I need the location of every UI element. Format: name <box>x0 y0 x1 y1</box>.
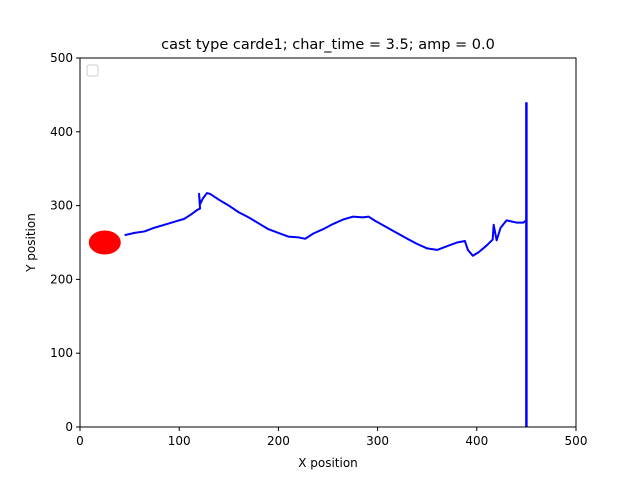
chart-title: cast type carde1; char_time = 3.5; amp =… <box>161 37 495 53</box>
axes-frame <box>79 57 577 428</box>
x-tick-label: 100 <box>168 434 191 448</box>
plot-area <box>88 102 528 427</box>
legend-box <box>86 64 99 77</box>
axis-ticks: 0 100 200 300 400 500 0 100 200 300 400 500 <box>50 51 587 448</box>
y-tick-label: 500 <box>50 51 73 65</box>
y-tick-label: 0 <box>65 420 73 434</box>
y-tick-label: 100 <box>50 346 73 360</box>
x-tick-label: 500 <box>565 434 588 448</box>
y-tick-label: 300 <box>50 199 73 213</box>
trajectory-line-series <box>124 192 527 257</box>
x-tick-label: 300 <box>366 434 389 448</box>
x-axis-label: X position <box>298 456 358 470</box>
y-axis-label: Y position <box>24 213 38 273</box>
y-tick-label: 400 <box>50 125 73 139</box>
x-tick-label: 0 <box>76 434 84 448</box>
red-marker-point <box>88 230 121 255</box>
x-tick-label: 200 <box>267 434 290 448</box>
y-tick-label: 200 <box>50 272 73 286</box>
x-tick-label: 400 <box>465 434 488 448</box>
